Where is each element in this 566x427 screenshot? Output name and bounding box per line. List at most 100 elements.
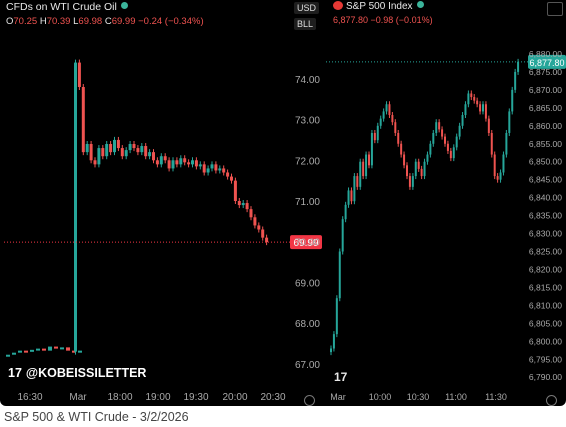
- sp-candle: [508, 111, 511, 133]
- sp-candle: [400, 143, 403, 155]
- sp-candle: [484, 104, 487, 119]
- sp-candle: [353, 176, 356, 202]
- wti-header: CFDs on WTI Crude Oil: [6, 1, 128, 13]
- sp-y-tick: 6,860.00: [529, 121, 562, 131]
- ohlc-open: 70.25: [13, 16, 38, 27]
- wti-ohlc: O70.25 H70.39 L69.98 C69.99 −0.24 (−0.34…: [6, 16, 204, 27]
- wti-x-tick: 18:00: [107, 392, 132, 403]
- sp-settings-icon[interactable]: [547, 2, 563, 16]
- sp-candle: [502, 154, 505, 173]
- currency-selector[interactable]: USD: [294, 2, 320, 14]
- sp-candle: [344, 204, 347, 220]
- wti-candle: [183, 158, 187, 163]
- wti-x-tick: 20:30: [260, 392, 285, 403]
- sp-candle: [514, 71, 517, 90]
- sp-candle: [464, 104, 467, 116]
- wti-candle: [74, 62, 77, 352]
- sp-y-tick: 6,820.00: [529, 264, 562, 274]
- wti-candle: [261, 229, 265, 238]
- wti-candle: [109, 144, 113, 153]
- sp-y-tick: 6,830.00: [529, 229, 562, 239]
- wti-candle: [24, 350, 28, 353]
- sp-candle: [493, 154, 496, 177]
- wti-candle: [101, 148, 105, 157]
- wti-candle: [132, 144, 136, 149]
- sp-candle: [490, 132, 493, 155]
- goto-time-icon-left[interactable]: [304, 395, 315, 406]
- wti-candle: [89, 144, 93, 161]
- sp-candle: [417, 161, 420, 169]
- sp-candle: [376, 125, 379, 141]
- sp-candle: [511, 89, 514, 112]
- ohlc-high: 70.39: [46, 16, 71, 27]
- sp-candle: [411, 176, 414, 187]
- sp-candle: [423, 161, 426, 177]
- sp-y-tick: 6,870.00: [529, 85, 562, 95]
- chart-canvas: 69.99 74.00 73.00 72.00 71.00 70.00 69.00 68.00…: [4, 49, 566, 403]
- sp-candle: [482, 104, 484, 112]
- sp-candle: [505, 132, 508, 155]
- wti-title: CFDs on WTI Crude Oil: [6, 1, 117, 13]
- market-open-dot-icon: [120, 2, 128, 9]
- sp-candle: [385, 104, 388, 112]
- sp-candle: [467, 93, 470, 105]
- wti-y-tick: 70.00: [295, 238, 320, 249]
- wti-candle: [245, 203, 249, 210]
- sp-candle: [461, 115, 464, 126]
- sp-candle: [406, 165, 408, 177]
- sp-candle: [517, 61, 520, 72]
- sp-candle: [394, 122, 397, 133]
- sp-y-tick: 6,880.00: [529, 49, 562, 59]
- wti-candle: [152, 152, 155, 161]
- wti-candle: [237, 201, 241, 206]
- sp-candle: [426, 154, 429, 162]
- sp-y-tick: 6,800.00: [529, 336, 562, 346]
- wti-candle: [136, 148, 140, 153]
- sp-candle: [370, 132, 373, 166]
- sp-candle: [455, 136, 458, 148]
- sp-candle: [403, 154, 406, 166]
- sp-candle: [444, 136, 446, 144]
- sp-candle: [414, 161, 417, 177]
- sp-candle: [338, 251, 341, 299]
- sp-candle: [341, 219, 344, 252]
- ohlc-close: 69.99: [111, 16, 136, 27]
- sp-candle: [449, 150, 452, 159]
- wti-x-tick: 20:00: [222, 392, 247, 403]
- sp-candle: [470, 93, 473, 98]
- sp-candle: [347, 190, 350, 205]
- wti-x-tick: 16:30: [17, 392, 42, 403]
- sp-candle: [432, 132, 435, 144]
- wti-candle: [257, 225, 261, 230]
- wti-candle: [148, 152, 152, 157]
- wti-candle: [124, 150, 128, 157]
- sp-candle: [382, 111, 385, 119]
- sp-x-tick: 10:00: [369, 392, 392, 402]
- sp-candle: [487, 118, 490, 133]
- chart-frame: 69.99 74.00 73.00 72.00 71.00 70.00 69.00 68.00…: [0, 0, 566, 406]
- unit-selector[interactable]: BLL: [294, 18, 317, 30]
- sp-candle: [373, 132, 376, 141]
- sp-y-tick: 6,795.00: [529, 354, 562, 364]
- sp-market-dot-icon: [416, 1, 424, 8]
- sp-candle: [365, 154, 368, 177]
- wti-candle: [42, 348, 46, 351]
- wti-candle: [218, 168, 222, 171]
- sp-price-line: 6,877.80 −0.98 (−0.01%): [333, 15, 433, 25]
- sp-candle: [356, 176, 359, 187]
- wti-candle: [226, 172, 230, 177]
- wti-candle: [120, 148, 124, 157]
- sp-candle: [362, 161, 365, 177]
- wti-candle: [60, 347, 64, 350]
- goto-time-icon[interactable]: [546, 395, 557, 406]
- sp-candle: [379, 118, 382, 126]
- ohlc-low-label: L: [73, 16, 79, 27]
- sp-last-price-label: 6,877.80: [529, 58, 564, 68]
- wti-candle: [241, 203, 245, 206]
- wti-candle: [171, 160, 175, 169]
- wti-candle: [187, 162, 191, 165]
- wti-candle: [265, 237, 269, 243]
- wti-candle: [6, 354, 10, 357]
- wti-candle: [233, 180, 237, 201]
- watermark-text: @KOBEISSILETTER: [25, 366, 147, 380]
